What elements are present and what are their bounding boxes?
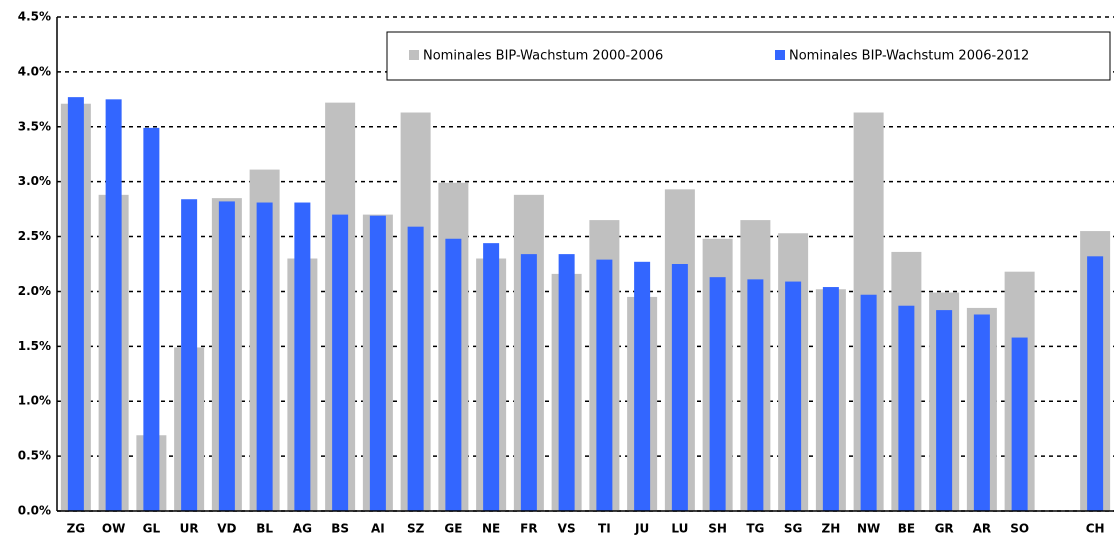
bar — [483, 243, 500, 512]
bar — [218, 201, 235, 511]
bar — [1011, 337, 1028, 511]
bar — [143, 127, 160, 512]
bar — [1087, 256, 1104, 511]
bar — [520, 254, 537, 511]
y-tick-label: 1.5% — [18, 339, 51, 353]
bar — [67, 97, 84, 511]
y-tick-label: 2.0% — [18, 284, 51, 298]
x-tick-label: BE — [898, 522, 915, 536]
legend: Nominales BIP-Wachstum 2000-2006 Nominale… — [386, 31, 1111, 81]
bar — [860, 294, 877, 511]
x-tick-label: AI — [371, 522, 385, 536]
y-tick-label: 4.5% — [18, 10, 51, 24]
x-tick-label: GL — [143, 522, 161, 536]
bar — [332, 214, 349, 511]
x-tick-label: UR — [180, 522, 199, 536]
y-tick-label: 1.0% — [18, 394, 51, 408]
y-tick-label: 2.5% — [18, 229, 51, 243]
x-tick-label: AR — [973, 522, 992, 536]
x-tick-label: VS — [558, 522, 576, 536]
x-tick-label: NW — [857, 522, 880, 536]
bar — [747, 279, 764, 511]
legend-swatch — [775, 50, 785, 60]
x-tick-label: OW — [102, 522, 125, 536]
bar — [973, 314, 990, 511]
legend-swatch — [409, 50, 419, 60]
x-tick-label: VD — [217, 522, 236, 536]
bar — [558, 254, 575, 511]
bar — [256, 202, 273, 511]
x-tick-label: ZH — [822, 522, 841, 536]
x-tick-label: SZ — [407, 522, 425, 536]
bar — [709, 277, 726, 511]
x-tick-label: ZG — [67, 522, 86, 536]
bar — [181, 199, 198, 511]
bar — [898, 305, 915, 511]
bar — [445, 238, 462, 512]
y-tick-label: 3.5% — [18, 119, 51, 133]
bar — [407, 226, 424, 512]
bar — [785, 281, 802, 511]
x-tick-label: TG — [746, 522, 764, 536]
bar — [634, 261, 651, 511]
y-tick-label: 0.5% — [18, 449, 51, 463]
legend-label: Nominales BIP-Wachstum 2000-2006 — [423, 49, 663, 64]
x-tick-label: AG — [293, 522, 312, 536]
bar — [369, 215, 386, 511]
bar — [596, 259, 613, 511]
x-tick-label: SO — [1010, 522, 1029, 536]
x-tick-label: CH — [1086, 522, 1105, 536]
x-tick-label: SH — [708, 522, 727, 536]
y-tick-label: 4.0% — [18, 64, 51, 78]
bar — [294, 202, 311, 511]
legend-box — [386, 31, 1111, 81]
y-tick-label: 0.0% — [18, 504, 51, 518]
x-tick-label: JU — [634, 522, 649, 536]
x-tick-label: GE — [444, 522, 462, 536]
x-tick-label: TI — [598, 522, 611, 536]
x-tick-label: LU — [671, 522, 688, 536]
x-tick-label: GR — [935, 522, 954, 536]
x-tick-label: BL — [256, 522, 273, 536]
x-tick-label: FR — [520, 522, 537, 536]
x-tick-label: SG — [784, 522, 803, 536]
bar — [822, 287, 839, 511]
bar — [936, 310, 953, 511]
y-tick-label: 3.0% — [18, 174, 51, 188]
legend-label: Nominales BIP-Wachstum 2006-2012 — [789, 49, 1029, 64]
x-tick-label: BS — [331, 522, 349, 536]
bar — [105, 99, 122, 511]
x-tick-label: NE — [482, 522, 500, 536]
bar — [671, 264, 688, 511]
